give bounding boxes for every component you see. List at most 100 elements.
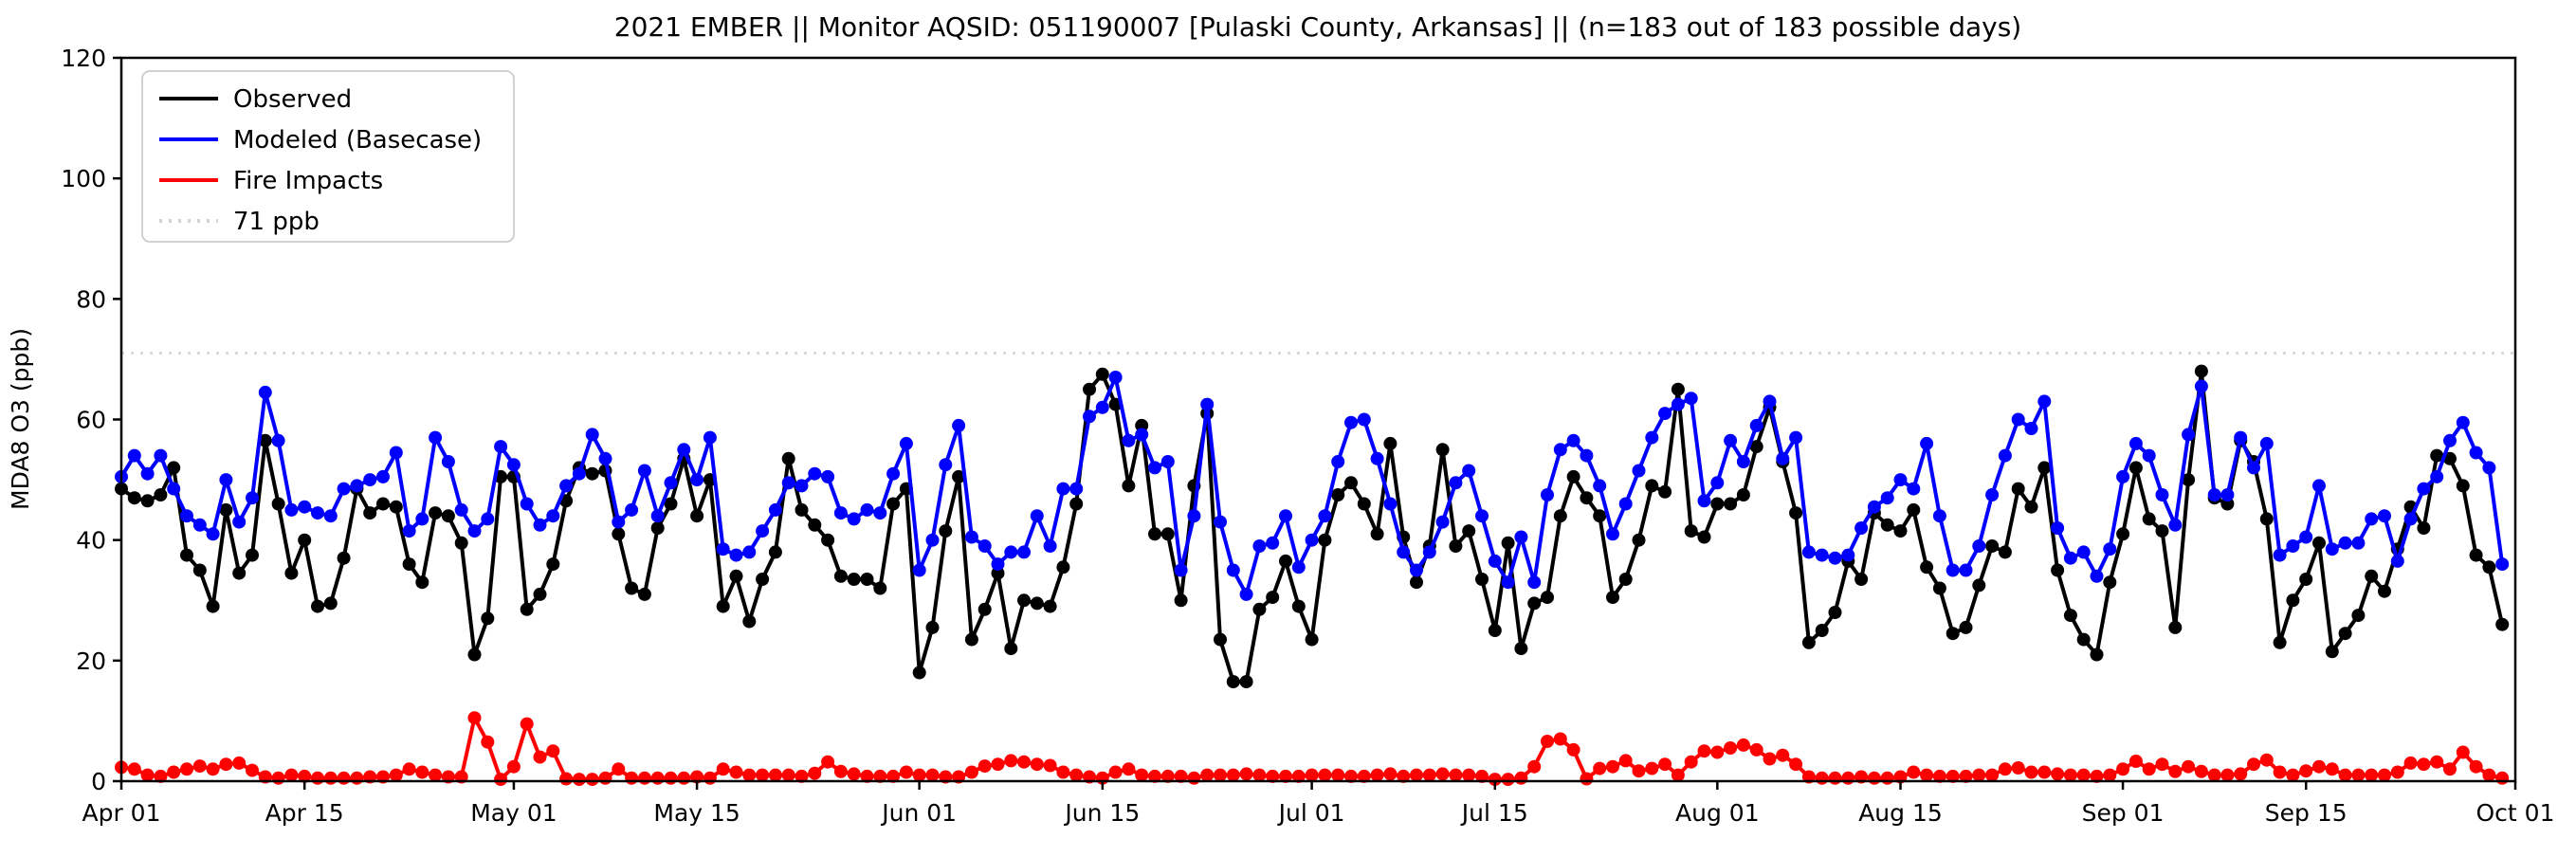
fire-impacts-series-point [664, 771, 678, 785]
observed-series-point [1815, 624, 1829, 637]
modeled-basecase-series-point [1841, 548, 1855, 562]
fire-impacts-series-point [2011, 761, 2025, 775]
ticks-group: 0 20 40 60 80 100 120 Apr 01 Apr 15 May 01 May 15 J… [61, 45, 2554, 827]
fire-impacts-series-point [1671, 768, 1685, 782]
observed-series-point [520, 602, 534, 616]
observed-series-point [2103, 575, 2117, 590]
observed-series-point [2259, 512, 2274, 526]
fire-impacts-series-point [756, 768, 770, 782]
modeled-basecase-series [115, 371, 2510, 601]
modeled-basecase-series-point [821, 469, 835, 483]
modeled-basecase-series-point [2076, 545, 2091, 559]
fire-impacts-series-point [912, 768, 926, 782]
observed-series-point [2299, 573, 2313, 586]
observed-series-point [886, 497, 901, 511]
modeled-basecase-series-point [1160, 455, 1175, 468]
modeled-basecase-series-point [886, 466, 901, 481]
fire-impacts-series-point [1566, 742, 1580, 757]
modeled-basecase-series-point [1135, 428, 1149, 442]
observed-series-point [1541, 591, 1554, 605]
observed-series-point [481, 611, 495, 626]
fire-impacts-series-point [2378, 768, 2391, 782]
fire-impacts-series-point [1056, 765, 1070, 779]
modeled-basecase-series-point [506, 458, 521, 472]
modeled-basecase-series-point [1344, 415, 1358, 429]
observed-series-point [1907, 502, 1921, 517]
observed-series-point [2076, 632, 2091, 647]
modeled-basecase-series-point [1998, 448, 2012, 463]
observed-series-point [1789, 506, 1803, 520]
modeled-basecase-series-point [1658, 407, 1672, 421]
fire-impacts-series-point [1632, 764, 1646, 778]
fire-impacts-series-point [2220, 768, 2235, 782]
fire-impacts-series-point [1946, 769, 1960, 783]
fire-impacts-series-point [337, 771, 351, 785]
fire-impacts-series-point [964, 765, 978, 779]
observed-series-point [756, 573, 770, 586]
observed-series-point [612, 527, 626, 541]
observed-series-point [1658, 484, 1672, 499]
observed-series-point [1893, 524, 1908, 538]
modeled-basecase-series-point [2403, 512, 2418, 526]
x-tick-label: Apr 01 [82, 799, 160, 827]
modeled-basecase-series-point [833, 506, 848, 520]
observed-series-point [2142, 512, 2156, 526]
modeled-basecase-series-point [2338, 536, 2352, 550]
modeled-basecase-series-point [847, 512, 861, 526]
modeled-basecase-series-point [2259, 436, 2274, 450]
observed-series-point [2063, 609, 2077, 623]
modeled-basecase-series-point [977, 539, 992, 553]
fire-impacts-series-point [180, 762, 193, 776]
fire-impacts-series-point [2234, 767, 2248, 781]
fire-impacts-series-point [2063, 768, 2077, 782]
fire-impacts-series-point [2103, 768, 2117, 782]
fire-impacts-series-point [1148, 769, 1161, 783]
y-axis-label: MDA8 O3 (ppb) [7, 328, 34, 510]
observed-series-point [1501, 536, 1515, 550]
modeled-basecase-series-point [2051, 521, 2065, 535]
modeled-basecase-series-point [429, 430, 443, 445]
fire-impacts-series-point [2247, 757, 2260, 772]
modeled-basecase-series-point [795, 479, 809, 493]
fire-impacts-series-point [2417, 757, 2431, 772]
legend-modeled-basecase: Modeled (Basecase) [159, 126, 482, 155]
modeled-basecase-series-point [2443, 433, 2457, 447]
observed-series-point [2182, 473, 2196, 487]
fire-impacts-series-point [1907, 765, 1921, 779]
fire-impacts-series-point [2365, 768, 2379, 782]
observed-series-point [1580, 491, 1594, 505]
modeled-basecase-series-point [154, 448, 168, 463]
fire-impacts-series-point [572, 773, 586, 787]
modeled-basecase-series-point [1318, 509, 1332, 523]
observed-series-point [1069, 497, 1084, 511]
fire-impacts-series-point [1593, 761, 1607, 775]
modeled-basecase-series-point [1867, 500, 1881, 514]
fire-impacts-series-point [1815, 771, 1829, 785]
modeled-basecase-series-point [572, 466, 586, 481]
observed-series-point [1174, 593, 1188, 608]
fire-impacts-series-point [1370, 768, 1384, 782]
y-tick-label: 0 [91, 768, 106, 795]
observed-series-point [2090, 647, 2104, 662]
fire-impacts-series-point [2430, 755, 2444, 769]
modeled-basecase-series-point [964, 530, 978, 544]
modeled-basecase-series-point [1763, 394, 1777, 409]
observed-series-point [1004, 642, 1018, 656]
fire-impacts-series-point [1776, 748, 1790, 762]
observed-series-point [1056, 560, 1070, 574]
modeled-basecase-series-point [860, 502, 874, 517]
modeled-basecase-series-point [337, 482, 351, 496]
modeled-basecase-series-point [952, 418, 966, 432]
observed-series-point [664, 497, 678, 511]
fire-impacts-series-point [298, 769, 312, 783]
fire-impacts-series-point [154, 769, 168, 783]
fire-impacts-series-point [2403, 756, 2418, 770]
observed-series-point [1684, 524, 1698, 538]
fire-impacts-series-point [467, 711, 482, 725]
observed-series-point [2155, 524, 2169, 538]
fire-impacts-series-point [1004, 754, 1018, 768]
fire-impacts-series-point [1122, 762, 1136, 776]
modeled-basecase-series-point [2273, 548, 2287, 562]
observed-series-point [2482, 560, 2496, 574]
modeled-basecase-series-point [808, 466, 822, 481]
